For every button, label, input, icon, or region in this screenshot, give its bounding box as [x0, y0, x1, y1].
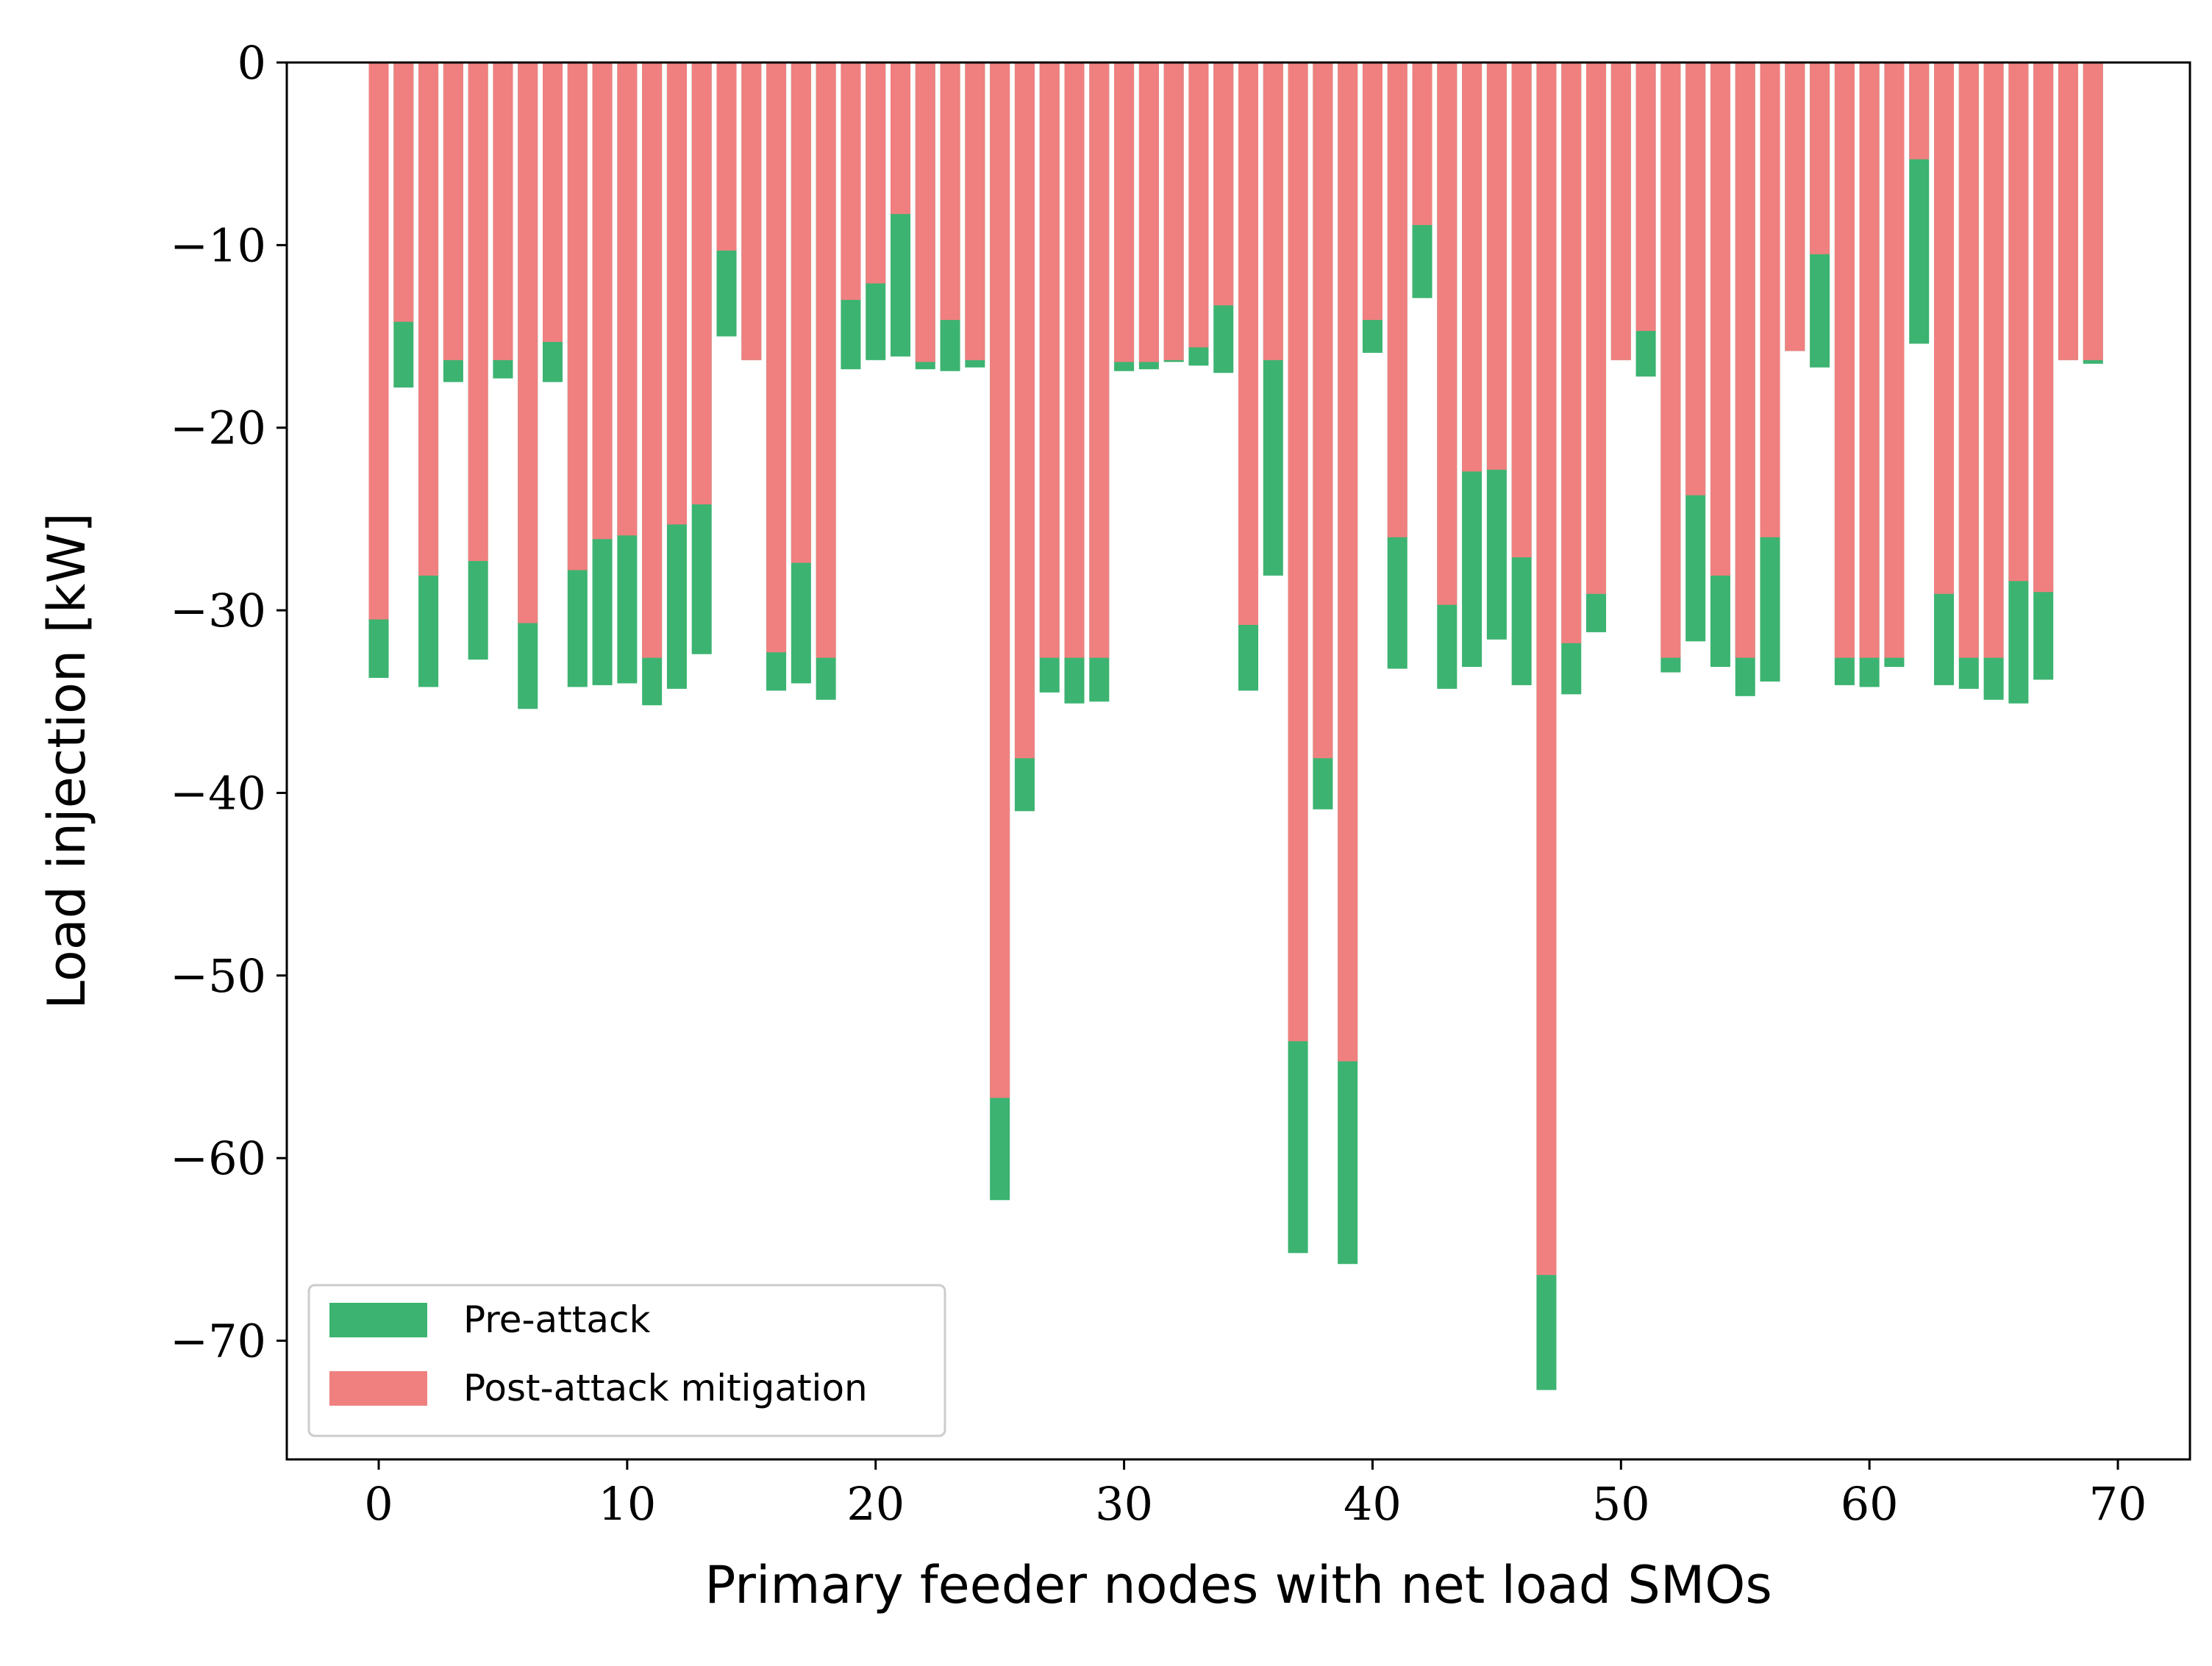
bar-post-attack-39	[1338, 62, 1358, 1062]
bar-post-attack-63	[1934, 62, 1955, 594]
bar-post-attack-62	[1909, 62, 1930, 160]
bar-post-attack-31	[1138, 62, 1159, 362]
bar-post-attack-9	[592, 62, 613, 540]
x-tick-label-30: 30	[1095, 1477, 1153, 1531]
bar-post-attack-34	[1213, 62, 1234, 306]
bar-post-attack-65	[1983, 62, 2004, 658]
bar-post-attack-36	[1263, 62, 1283, 360]
bar-post-attack-53	[1685, 62, 1706, 496]
bar-post-attack-41	[1387, 62, 1408, 537]
bar-post-attack-69	[2083, 62, 2103, 360]
bar-post-attack-8	[567, 62, 588, 571]
y-tick-label-2: −20	[170, 401, 266, 455]
bar-post-attack-38	[1313, 62, 1333, 759]
bar-post-attack-5	[493, 62, 513, 360]
bar-post-attack-14	[716, 62, 737, 251]
bar-post-attack-42	[1412, 62, 1433, 226]
bar-post-attack-66	[2008, 62, 2029, 582]
bar-post-attack-17	[791, 62, 811, 563]
x-tick-label-50: 50	[1592, 1477, 1650, 1531]
bar-post-attack-67	[2033, 62, 2054, 593]
bar-post-attack-46	[1511, 62, 1532, 558]
bar-post-attack-10	[617, 62, 638, 536]
bar-post-attack-35	[1238, 62, 1259, 625]
bar-post-attack-58	[1810, 62, 1830, 254]
y-tick-label-4: −40	[170, 766, 266, 820]
bar-post-attack-30	[1114, 62, 1135, 362]
y-tick-label-7: −70	[170, 1315, 266, 1368]
x-tick-label-20: 20	[846, 1477, 905, 1531]
y-tick-label-6: −60	[170, 1131, 266, 1185]
bar-post-attack-64	[1958, 62, 1979, 658]
bar-post-attack-1	[393, 62, 414, 322]
legend-label-pre-attack: Pre-attack	[463, 1298, 651, 1341]
y-axis: 0 −10 −20 −30 −40 −50 −60 −70	[170, 36, 287, 1368]
bar-post-attack-50	[1610, 62, 1631, 360]
bar-post-attack-68	[2058, 62, 2078, 360]
bar-post-attack-49	[1586, 62, 1607, 594]
bar-post-attack-19	[841, 62, 861, 300]
bar-post-attack-29	[1089, 62, 1110, 658]
bar-post-attack-37	[1288, 62, 1308, 1042]
bar-post-attack-28	[1064, 62, 1085, 658]
x-axis-label: Primary feeder nodes with net load SMOs	[704, 1555, 1772, 1615]
bar-post-attack-26	[1014, 62, 1035, 759]
bar-post-attack-13	[691, 62, 712, 505]
bar-post-attack-24	[965, 62, 985, 360]
bar-post-attack-12	[666, 62, 687, 525]
bar-post-attack-47	[1536, 62, 1557, 1276]
legend-swatch-post-attack-mitigation	[329, 1371, 427, 1406]
x-tick-label-60: 60	[1841, 1477, 1899, 1531]
bar-post-attack-23	[940, 62, 960, 321]
bar-post-attack-2	[418, 62, 439, 576]
bar-post-attack-43	[1437, 62, 1458, 605]
bar-post-attack-55	[1735, 62, 1755, 658]
bar-post-attack-57	[1785, 62, 1805, 351]
bar-post-attack-25	[990, 62, 1010, 1098]
bar-post-attack-52	[1660, 62, 1681, 658]
bar-post-attack-32	[1163, 62, 1184, 360]
y-tick-label-1: −10	[170, 218, 266, 272]
bar-post-attack-54	[1710, 62, 1730, 576]
bar-post-attack-60	[1859, 62, 1880, 658]
bar-post-attack-21	[890, 62, 911, 215]
bars-layer	[368, 62, 2103, 1390]
bar-post-attack-20	[866, 62, 886, 284]
bar-post-attack-61	[1884, 62, 1905, 658]
legend: Pre-attack Post-attack mitigation	[307, 1284, 946, 1437]
bar-post-attack-59	[1834, 62, 1855, 658]
bar-post-attack-27	[1039, 62, 1060, 658]
bar-post-attack-0	[368, 62, 389, 620]
bar-post-attack-40	[1362, 62, 1382, 321]
bar-post-attack-3	[443, 62, 463, 360]
plot-frame	[285, 61, 2191, 1461]
x-tick-label-0: 0	[364, 1477, 393, 1531]
legend-box	[307, 1284, 946, 1437]
y-tick-label-5: −50	[170, 949, 266, 1003]
bar-post-attack-4	[468, 62, 488, 562]
bar-post-attack-48	[1561, 62, 1582, 643]
bar-post-attack-11	[642, 62, 663, 658]
x-axis: 0 10 20 30 40 50 60 70	[364, 1459, 2147, 1531]
bar-post-attack-45	[1486, 62, 1507, 470]
legend-swatch-pre-attack	[329, 1303, 427, 1337]
bar-post-attack-22	[915, 62, 935, 362]
bar-post-attack-51	[1635, 62, 1656, 332]
y-tick-label-3: −30	[170, 584, 266, 637]
y-tick-label-0: 0	[238, 36, 266, 90]
bar-post-attack-16	[766, 62, 787, 653]
bar-post-attack-15	[741, 62, 762, 360]
bar-post-attack-33	[1188, 62, 1209, 348]
x-tick-label-10: 10	[598, 1477, 656, 1531]
x-tick-label-70: 70	[2089, 1477, 2147, 1531]
legend-label-post-attack-mitigation: Post-attack mitigation	[463, 1367, 868, 1409]
x-tick-label-40: 40	[1344, 1477, 1402, 1531]
bar-post-attack-7	[542, 62, 563, 342]
y-axis-label: Load injection [kW]	[37, 512, 97, 1009]
bar-post-attack-6	[518, 62, 538, 623]
bar-post-attack-18	[816, 62, 836, 658]
bar-post-attack-56	[1760, 62, 1780, 537]
bar-post-attack-44	[1462, 62, 1483, 472]
